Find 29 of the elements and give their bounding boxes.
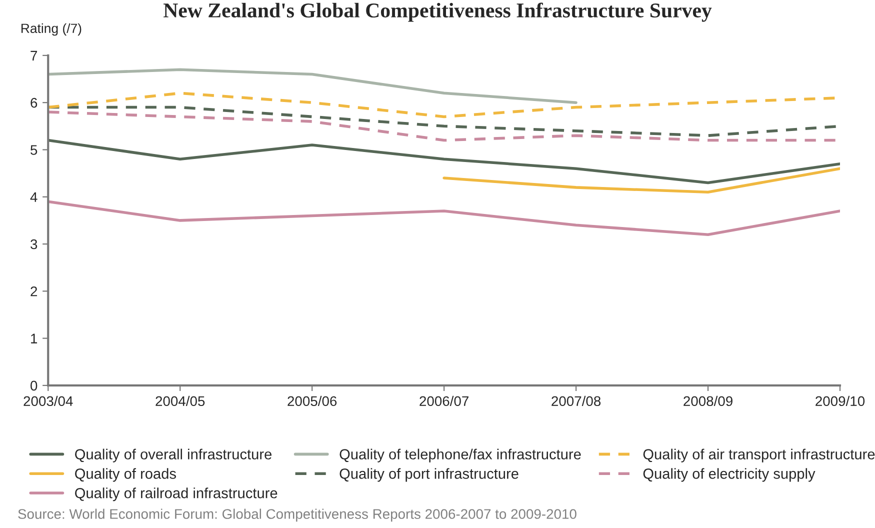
- legend-label: Quality of overall infrastructure: [75, 448, 272, 462]
- y-tick-label: 0: [30, 380, 38, 391]
- legend-label: Quality of railroad infrastructure: [75, 488, 278, 502]
- y-tick-label: 6: [30, 98, 38, 108]
- y-tick-label: 5: [30, 145, 38, 155]
- legend-label: Quality of roads: [75, 468, 176, 482]
- y-tick-label: 7: [30, 50, 38, 60]
- source-note: Source: World Economic Forum: Global Competitiveness Reports 2006-2007 to 2009-2010: [18, 508, 576, 522]
- y-tick-label: 4: [30, 192, 38, 202]
- y-tick-label: 1: [31, 334, 38, 344]
- x-tick-label: 2008/09: [684, 396, 732, 406]
- x-tick-label: 2006/07: [420, 396, 468, 406]
- chart-title: New Zealand's Global Competitiveness Infrastructure Survey: [163, 2, 712, 22]
- x-tick-label: 2005/06: [288, 396, 337, 406]
- legend-label: Quality of telephone/fax infrastructure: [340, 448, 581, 462]
- line-series: [48, 138, 840, 184]
- x-tick-label: 2009/10: [816, 396, 865, 406]
- legend-label: Quality of air transport infrastructure: [643, 448, 875, 462]
- x-tick-label: 2004/05: [156, 396, 205, 406]
- y-tick-label: 2: [30, 286, 38, 296]
- line-series: [48, 68, 578, 104]
- line-series: [48, 200, 840, 236]
- x-tick-label: 2007/08: [552, 396, 601, 406]
- legend-label: Quality of port infrastructure: [340, 468, 518, 482]
- y-tick-label: 3: [30, 239, 38, 250]
- x-tick-label: 2003/04: [24, 396, 73, 406]
- y-axis-title: Rating (/7): [21, 23, 82, 36]
- line-series: [442, 167, 840, 194]
- legend-label: Quality of electricity supply: [643, 468, 816, 482]
